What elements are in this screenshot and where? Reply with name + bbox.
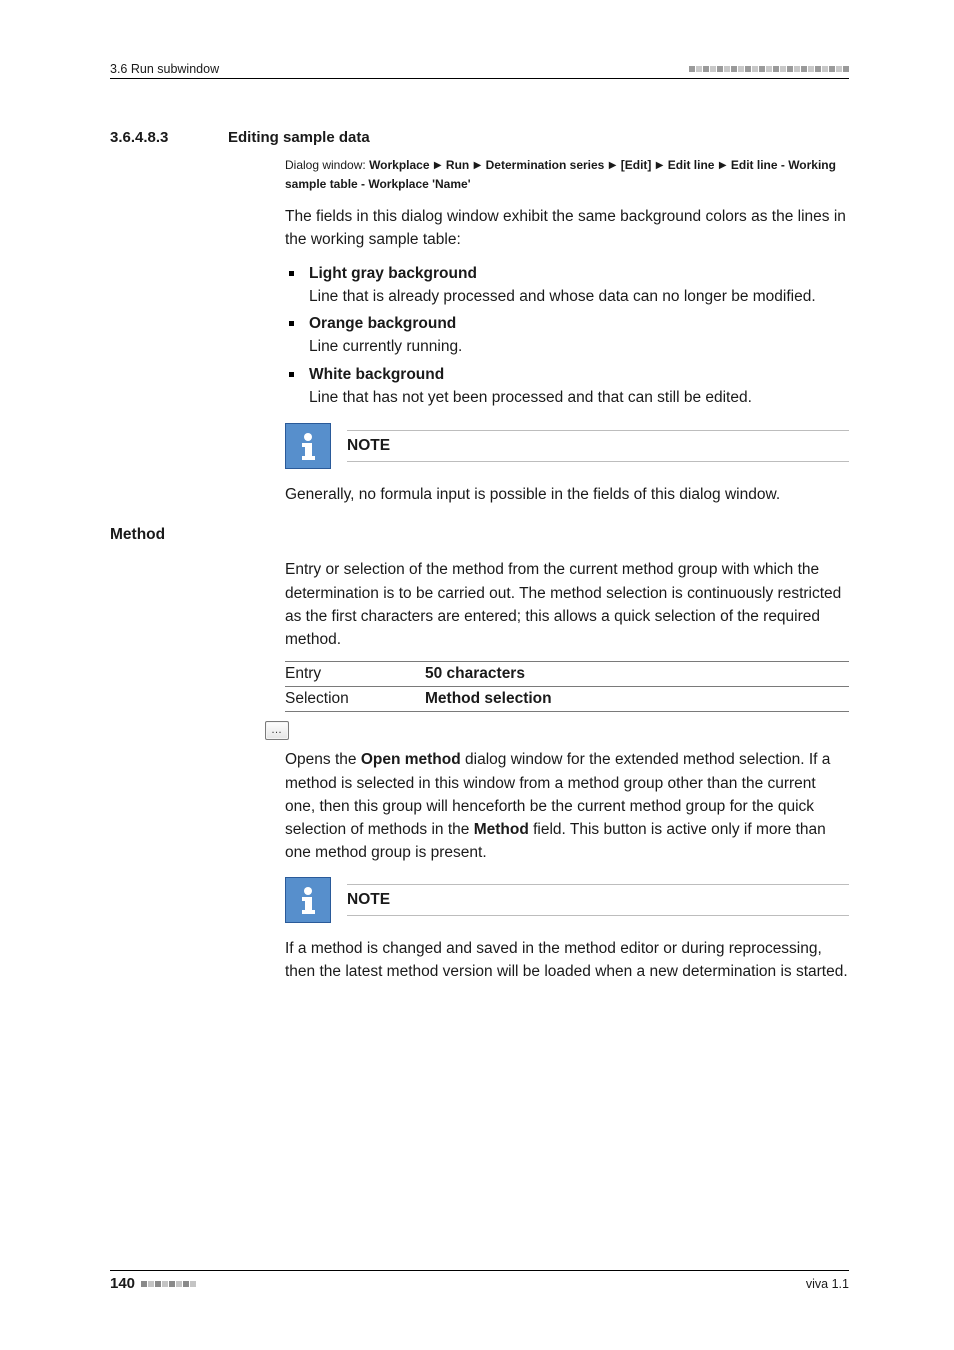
list-item-desc: Line that is already processed and whose… [309, 288, 816, 305]
header-ornament [689, 66, 849, 72]
list-item-desc: Line currently running. [309, 338, 462, 355]
section-heading: 3.6.4.8.3 Editing sample data [110, 129, 849, 146]
method-heading: Method [110, 526, 849, 544]
list-item-title: White background [309, 363, 849, 386]
table-value: Method selection [425, 687, 849, 712]
note-text: Generally, no formula input is possible … [285, 483, 849, 506]
note-box: NOTE Generally, no formula input is poss… [285, 423, 849, 506]
background-list: Light gray background Line that is alrea… [285, 262, 849, 410]
note-box: NOTE If a method is changed and saved in… [285, 877, 849, 984]
dialog-path: Dialog window: Workplace ▶ Run ▶ Determi… [285, 156, 849, 193]
note-label: NOTE [347, 437, 849, 455]
table-row: Entry 50 characters [285, 662, 849, 687]
note-label: NOTE [347, 891, 849, 909]
section-number: 3.6.4.8.3 [110, 129, 228, 146]
list-item-title: Orange background [309, 312, 849, 335]
open-method-paragraph: Opens the Open method dialog window for … [285, 748, 849, 864]
info-icon [285, 423, 331, 469]
info-icon [285, 877, 331, 923]
intro-paragraph: The fields in this dialog window exhibit… [285, 205, 849, 252]
ellipsis-button[interactable]: … [265, 721, 289, 740]
table-value: 50 characters [425, 662, 849, 687]
list-item: Light gray background Line that is alrea… [285, 262, 849, 309]
table-key: Entry [285, 662, 425, 687]
header-section-ref: 3.6 Run subwindow [110, 62, 219, 76]
method-table: Entry 50 characters Selection Method sel… [285, 661, 849, 712]
page-footer: 140 viva 1.1 [110, 1270, 849, 1292]
list-item-title: Light gray background [309, 262, 849, 285]
section-title: Editing sample data [228, 129, 370, 146]
footer-version: viva 1.1 [806, 1277, 849, 1291]
list-item: Orange background Line currently running… [285, 312, 849, 359]
table-row: Selection Method selection [285, 687, 849, 712]
page-header: 3.6 Run subwindow [110, 62, 849, 79]
list-item: White background Line that has not yet b… [285, 363, 849, 410]
note-text: If a method is changed and saved in the … [285, 937, 849, 984]
method-paragraph: Entry or selection of the method from th… [285, 558, 849, 651]
table-key: Selection [285, 687, 425, 712]
list-item-desc: Line that has not yet been processed and… [309, 389, 752, 406]
footer-ornament [141, 1281, 196, 1287]
page-number: 140 [110, 1275, 135, 1292]
